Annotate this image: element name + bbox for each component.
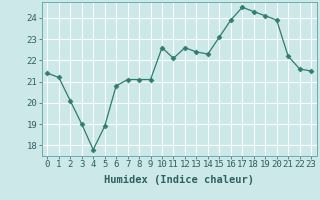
X-axis label: Humidex (Indice chaleur): Humidex (Indice chaleur)	[104, 175, 254, 185]
